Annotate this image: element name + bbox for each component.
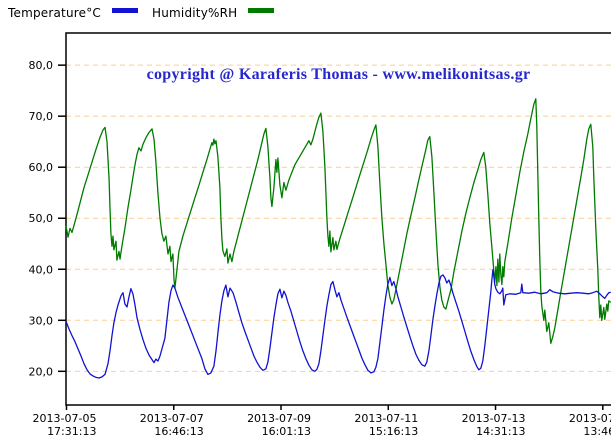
y-tick-label: 40,0 bbox=[29, 263, 54, 276]
x-tick-label: 2013-07-13 14:31:13 bbox=[462, 412, 526, 438]
copyright-watermark: copyright @ Karaferis Thomas - www.melik… bbox=[146, 66, 531, 83]
legend-label-humidity: Humidity%RH bbox=[152, 6, 238, 20]
series-line-temperaturec bbox=[65, 269, 611, 379]
x-tick-label: 2013-07-07 16:46:13 bbox=[140, 412, 204, 438]
x-tick-label: 2013-07-05 17:31:13 bbox=[33, 412, 97, 438]
y-tick-label: 30,0 bbox=[29, 314, 54, 327]
x-tick-label: 2013-07-11 15:16:13 bbox=[354, 412, 418, 438]
legend: Temperature°C Humidity%RH bbox=[8, 4, 288, 22]
series-line-humidityrh bbox=[65, 98, 611, 344]
y-tick-label: 20,0 bbox=[29, 365, 54, 378]
y-tick-label: 70,0 bbox=[29, 110, 54, 123]
plot-border bbox=[65, 32, 611, 406]
x-tick-label: 2013-07-1513:46:13 bbox=[569, 412, 611, 438]
legend-swatch-humidity bbox=[248, 7, 275, 13]
legend-swatch-temperature bbox=[112, 7, 138, 13]
y-tick-label: 50,0 bbox=[29, 212, 54, 225]
y-tick-label: 80,0 bbox=[29, 59, 54, 72]
y-tick-label: 60,0 bbox=[29, 161, 54, 174]
x-tick-label: 2013-07-09 16:01:13 bbox=[247, 412, 311, 438]
legend-label-temperature: Temperature°C bbox=[8, 6, 101, 20]
